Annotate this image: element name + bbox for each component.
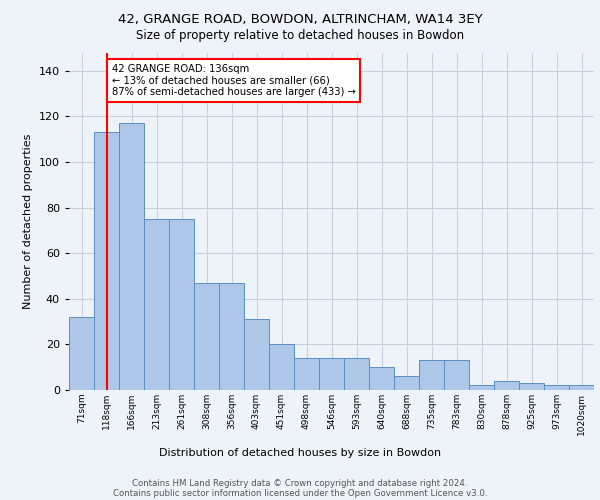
Text: Distribution of detached houses by size in Bowdon: Distribution of detached houses by size … bbox=[159, 448, 441, 458]
Text: 42, GRANGE ROAD, BOWDON, ALTRINCHAM, WA14 3EY: 42, GRANGE ROAD, BOWDON, ALTRINCHAM, WA1… bbox=[118, 12, 482, 26]
Bar bbox=[469, 386, 494, 390]
Bar bbox=[319, 358, 344, 390]
Bar bbox=[219, 283, 244, 390]
Bar bbox=[244, 320, 269, 390]
Bar bbox=[419, 360, 444, 390]
Bar bbox=[269, 344, 294, 390]
Bar bbox=[194, 283, 219, 390]
Bar bbox=[69, 317, 94, 390]
Text: Contains public sector information licensed under the Open Government Licence v3: Contains public sector information licen… bbox=[113, 489, 487, 498]
Text: Size of property relative to detached houses in Bowdon: Size of property relative to detached ho… bbox=[136, 29, 464, 42]
Bar bbox=[169, 219, 194, 390]
Bar bbox=[94, 132, 119, 390]
Bar bbox=[144, 219, 169, 390]
Bar bbox=[369, 367, 394, 390]
Bar bbox=[344, 358, 369, 390]
Bar bbox=[494, 381, 519, 390]
Bar bbox=[294, 358, 319, 390]
Text: 42 GRANGE ROAD: 136sqm
← 13% of detached houses are smaller (66)
87% of semi-det: 42 GRANGE ROAD: 136sqm ← 13% of detached… bbox=[112, 64, 355, 97]
Bar bbox=[519, 383, 544, 390]
Bar bbox=[569, 386, 594, 390]
Bar bbox=[444, 360, 469, 390]
Y-axis label: Number of detached properties: Number of detached properties bbox=[23, 134, 33, 309]
Bar bbox=[544, 386, 569, 390]
Bar bbox=[119, 123, 144, 390]
Text: Contains HM Land Registry data © Crown copyright and database right 2024.: Contains HM Land Registry data © Crown c… bbox=[132, 479, 468, 488]
Bar bbox=[394, 376, 419, 390]
